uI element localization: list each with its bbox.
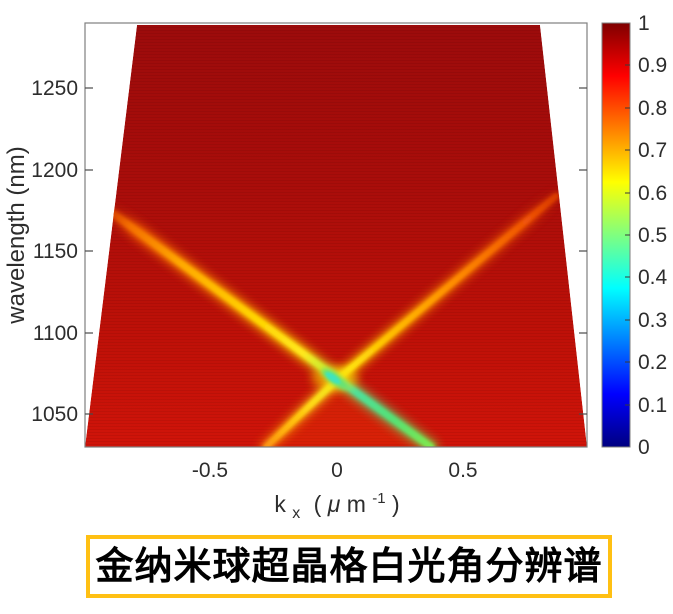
colorbar-label: 1 — [638, 12, 650, 35]
x-tick-label: 0 — [331, 459, 343, 482]
x-axis-tick-labels: -0.5 0 0.5 — [192, 459, 478, 482]
y-tick-label: 1200 — [31, 159, 78, 182]
y-axis-label: wavelength (nm) — [3, 146, 30, 324]
colorbar-label: 0.3 — [638, 309, 667, 332]
y-tick-label: 1100 — [33, 322, 78, 345]
sub-crossing-haze — [266, 382, 430, 447]
caption-box: 金纳米球超晶格白光角分辨谱 — [86, 535, 612, 598]
y-tick-label: 1050 — [31, 403, 78, 426]
colorbar-label: 0.8 — [638, 97, 667, 120]
y-axis-tick-labels: 1250 1200 1150 1100 1050 — [31, 77, 78, 426]
heatmap-data-region — [85, 25, 587, 447]
colorbar-label: 0.1 — [638, 394, 667, 417]
caption-text: 金纳米球超晶格白光角分辨谱 — [95, 545, 603, 588]
x-axis-label-superscript: -1 — [372, 490, 385, 507]
axes-box — [84, 22, 588, 448]
colorbar-label: 0.2 — [638, 351, 667, 374]
anticrossing-cyan-core — [325, 372, 341, 384]
x-axis-label-close-paren: ) — [392, 491, 400, 517]
colorbar-label: 0.7 — [638, 139, 667, 162]
x-tick-label: -0.5 — [192, 459, 228, 482]
heatmap-scanline-texture — [85, 25, 587, 447]
x-axis-label-subscript: x — [292, 505, 300, 522]
x-axis-label-k: k — [274, 491, 286, 517]
x-axis-label-m: m — [347, 491, 366, 517]
x-axis-label: k x ( μ m -1 ) — [274, 482, 399, 523]
x-axis-label-open-paren: ( — [314, 491, 322, 517]
x-axis-label-mu: μ — [327, 491, 341, 517]
y-tick-label: 1150 — [33, 240, 78, 263]
colorbar-ticks — [625, 64, 630, 406]
y-axis-ticks-right — [579, 87, 587, 415]
colorbar-label: 0.9 — [638, 54, 667, 77]
colorbar-label: 0 — [638, 436, 650, 459]
y-tick-label: 1250 — [31, 77, 78, 100]
colorbar-label: 0.6 — [638, 182, 667, 205]
colorbar-tick-labels: 1 0.9 0.8 0.7 0.6 0.5 0.4 0.3 0.2 0.1 0 — [638, 12, 668, 459]
colorbar-label: 0.5 — [638, 224, 667, 247]
colorbar-label: 0.4 — [638, 266, 668, 289]
x-tick-label: 0.5 — [448, 459, 477, 482]
angle-resolved-spectrum-figure: 1250 1200 1150 1100 1050 -0.5 0 0.5 k x … — [3, 12, 668, 523]
y-axis-ticks-left — [85, 87, 93, 415]
